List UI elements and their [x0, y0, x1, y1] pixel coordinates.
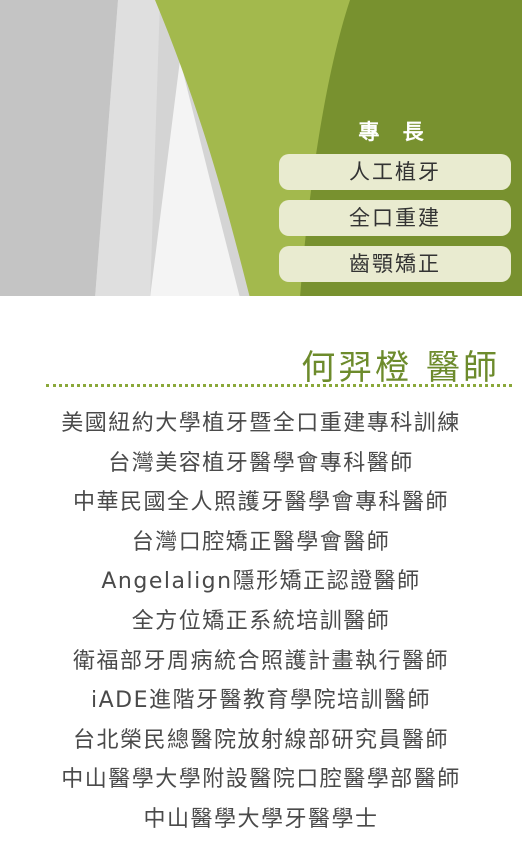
credentials-list: 美國紐約大學植牙暨全口重建專科訓練 台灣美容植牙醫學會專科醫師 中華民國全人照護…	[0, 404, 522, 840]
specialty-pill-orthodontics: 齒顎矯正	[279, 246, 511, 282]
specialty-pill-implant: 人工植牙	[279, 154, 511, 190]
credential-item: 中山醫學大學牙醫學士	[143, 806, 379, 832]
specialties-heading: 專 長	[358, 120, 432, 144]
credential-item: 衛福部牙周病統合照護計畫執行醫師	[72, 648, 449, 674]
credential-item: iADE進階牙醫教育學院培訓醫師	[90, 688, 431, 714]
credential-item: Angelalign隱形矯正認證醫師	[101, 569, 421, 595]
specialty-pill-full-mouth-rehab: 全口重建	[279, 200, 511, 236]
doctor-name: 何羿橙 醫師	[301, 348, 500, 388]
credential-item: 台北榮民總醫院放射線部研究員醫師	[72, 727, 449, 753]
credential-item: 全方位矯正系統培訓醫師	[131, 608, 391, 634]
credential-item: 美國紐約大學植牙暨全口重建專科訓練	[61, 411, 461, 436]
credential-item: 台灣美容植牙醫學會專科醫師	[108, 450, 414, 476]
dotted-divider	[46, 384, 512, 387]
credential-item: 中華民國全人照護牙醫學會專科醫師	[72, 490, 449, 516]
credential-item: 中山醫學大學附設醫院口腔醫學部醫師	[61, 767, 461, 793]
credential-item: 台灣口腔矯正醫學會醫師	[131, 529, 391, 555]
